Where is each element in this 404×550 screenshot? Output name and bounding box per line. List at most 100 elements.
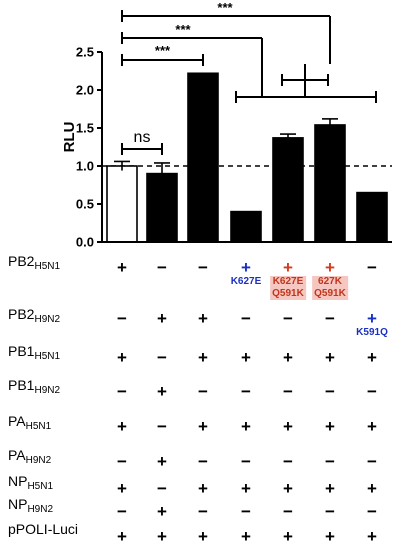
plus-sign: + (157, 452, 167, 471)
minus-sign: − (241, 452, 251, 471)
sig-label-1-4: *** (175, 22, 191, 37)
y-tick-label: 0.5 (76, 197, 94, 212)
plus-sign: + (283, 258, 293, 277)
plus-sign: + (198, 417, 208, 436)
row-label: PB1H9N2 (8, 377, 60, 396)
plus-sign: + (283, 527, 293, 546)
plus-sign: + (325, 348, 335, 367)
y-tick-label: 2.0 (76, 83, 94, 98)
minus-sign: − (367, 452, 377, 471)
minus-sign: − (241, 309, 251, 328)
mutation-label-line: K627E (272, 276, 304, 287)
y-axis-title: RLU (61, 122, 78, 153)
minus-sign: − (325, 309, 335, 328)
minus-sign: − (117, 382, 127, 401)
minus-sign: − (283, 382, 293, 401)
plus-sign: + (241, 479, 251, 498)
y-tick-label: 1.0 (76, 159, 94, 174)
plus-sign: + (157, 309, 167, 328)
y-tick-label: 2.5 (76, 45, 94, 60)
row-label-subscript: H9N2 (34, 385, 61, 396)
plus-sign: + (283, 348, 293, 367)
minus-sign: − (198, 452, 208, 471)
plus-sign: + (157, 382, 167, 401)
minus-sign: − (117, 452, 127, 471)
minus-sign: − (367, 502, 377, 521)
row-label-subscript: H5N1 (34, 261, 61, 272)
row-label: PAH9N2 (8, 447, 51, 466)
plus-sign: + (117, 258, 127, 277)
bar-4 (230, 210, 262, 243)
minus-sign: − (325, 452, 335, 471)
plus-sign: + (157, 527, 167, 546)
row-label-base: PB2 (8, 306, 35, 322)
plus-sign: + (157, 502, 167, 521)
mutation-label: K591Q (356, 327, 388, 339)
row-label-subscript: H5N1 (34, 351, 61, 362)
mutation-label-line: Q591K (314, 288, 346, 299)
row-label: NPH5N1 (8, 473, 53, 492)
plus-sign: + (367, 309, 377, 328)
minus-sign: − (367, 382, 377, 401)
plus-sign: + (241, 348, 251, 367)
mutation-label-line: Q591K (272, 288, 304, 299)
sig-label-ns: ns (134, 129, 151, 146)
bar-6 (314, 124, 346, 243)
row-label: PAH5N1 (8, 413, 51, 432)
plus-sign: + (117, 417, 127, 436)
minus-sign: − (157, 348, 167, 367)
mutation-label-line: 627K (318, 276, 342, 287)
minus-sign: − (283, 309, 293, 328)
minus-sign: − (367, 258, 377, 277)
plus-sign: + (241, 527, 251, 546)
y-tick-label: 0.0 (76, 235, 94, 250)
row-label-subscript: H9N2 (27, 504, 54, 515)
y-tick-label: 1.5 (76, 121, 94, 136)
row-label-subscript: H5N1 (27, 481, 54, 492)
minus-sign: − (198, 502, 208, 521)
sig-label-1-group: *** (217, 0, 233, 15)
sig-label-1-3: *** (155, 43, 171, 58)
mutation-label: 627K Q591K (312, 276, 348, 300)
row-label: PB1H5N1 (8, 343, 60, 362)
bar-chart: 0.0 0.5 1.0 1.5 2.0 2.5 RLU ns *** *** *** (61, 0, 392, 250)
row-label: NPH9N2 (8, 496, 53, 515)
minus-sign: − (283, 502, 293, 521)
plus-sign: + (325, 479, 335, 498)
mutation-label: K627E (231, 276, 262, 288)
minus-sign: − (283, 452, 293, 471)
plus-sign: + (325, 417, 335, 436)
plus-sign: + (367, 479, 377, 498)
minus-sign: − (117, 502, 127, 521)
plus-sign: + (325, 527, 335, 546)
row-label-base: pPOLI-Luci (8, 521, 79, 537)
plus-sign: + (241, 258, 251, 277)
row-label-subscript: H9N2 (25, 455, 52, 466)
minus-sign: − (241, 382, 251, 401)
minus-sign: − (117, 309, 127, 328)
minus-sign: − (157, 479, 167, 498)
plus-sign: + (367, 348, 377, 367)
row-label-base: PB1 (8, 343, 35, 359)
minus-sign: − (241, 502, 251, 521)
row-label-base: PA (8, 413, 26, 429)
plus-sign: + (198, 309, 208, 328)
plus-sign: + (367, 527, 377, 546)
plus-sign: + (283, 417, 293, 436)
minus-sign: − (325, 382, 335, 401)
bar-3 (187, 72, 219, 243)
row-label: PB2H9N2 (8, 306, 60, 325)
plus-sign: + (325, 258, 335, 277)
row-label: pPOLI-Luci (8, 521, 78, 537)
row-label-base: NP (8, 496, 28, 512)
plus-sign: + (117, 348, 127, 367)
mutation-label-line: K591Q (356, 327, 388, 338)
minus-sign: − (325, 502, 335, 521)
plus-sign: + (198, 348, 208, 367)
plus-sign: + (367, 417, 377, 436)
row-label-subscript: H5N1 (25, 421, 52, 432)
plus-sign: + (198, 479, 208, 498)
row-label-base: PB2 (8, 253, 35, 269)
plus-sign: + (117, 527, 127, 546)
